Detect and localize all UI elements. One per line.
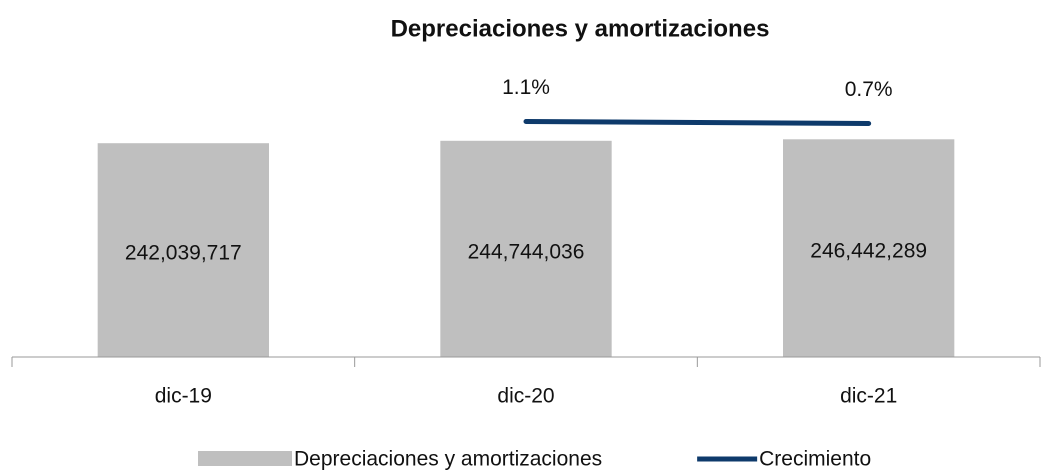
- bar: [440, 140, 612, 357]
- data-label: 0.7%: [845, 78, 893, 101]
- bar: [97, 143, 270, 357]
- data-label: 246,442,289: [810, 240, 927, 263]
- legend-swatch: [198, 451, 292, 466]
- legend-label: Crecimiento: [759, 448, 871, 471]
- data-label: 244,744,036: [468, 240, 585, 263]
- x-tick-label: dic-21: [840, 385, 897, 408]
- x-tick-label: dic-20: [497, 385, 554, 408]
- growth-line: [523, 119, 872, 126]
- chart-title: Depreciaciones y amortizaciones: [391, 15, 770, 42]
- legend-label: Depreciaciones y amortizaciones: [294, 448, 602, 471]
- x-tick-label: dic-19: [155, 385, 212, 408]
- bar: [783, 139, 955, 357]
- data-label: 1.1%: [502, 76, 550, 99]
- data-label: 242,039,717: [125, 242, 242, 265]
